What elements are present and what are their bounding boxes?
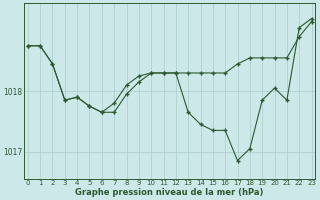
X-axis label: Graphe pression niveau de la mer (hPa): Graphe pression niveau de la mer (hPa): [76, 188, 264, 197]
